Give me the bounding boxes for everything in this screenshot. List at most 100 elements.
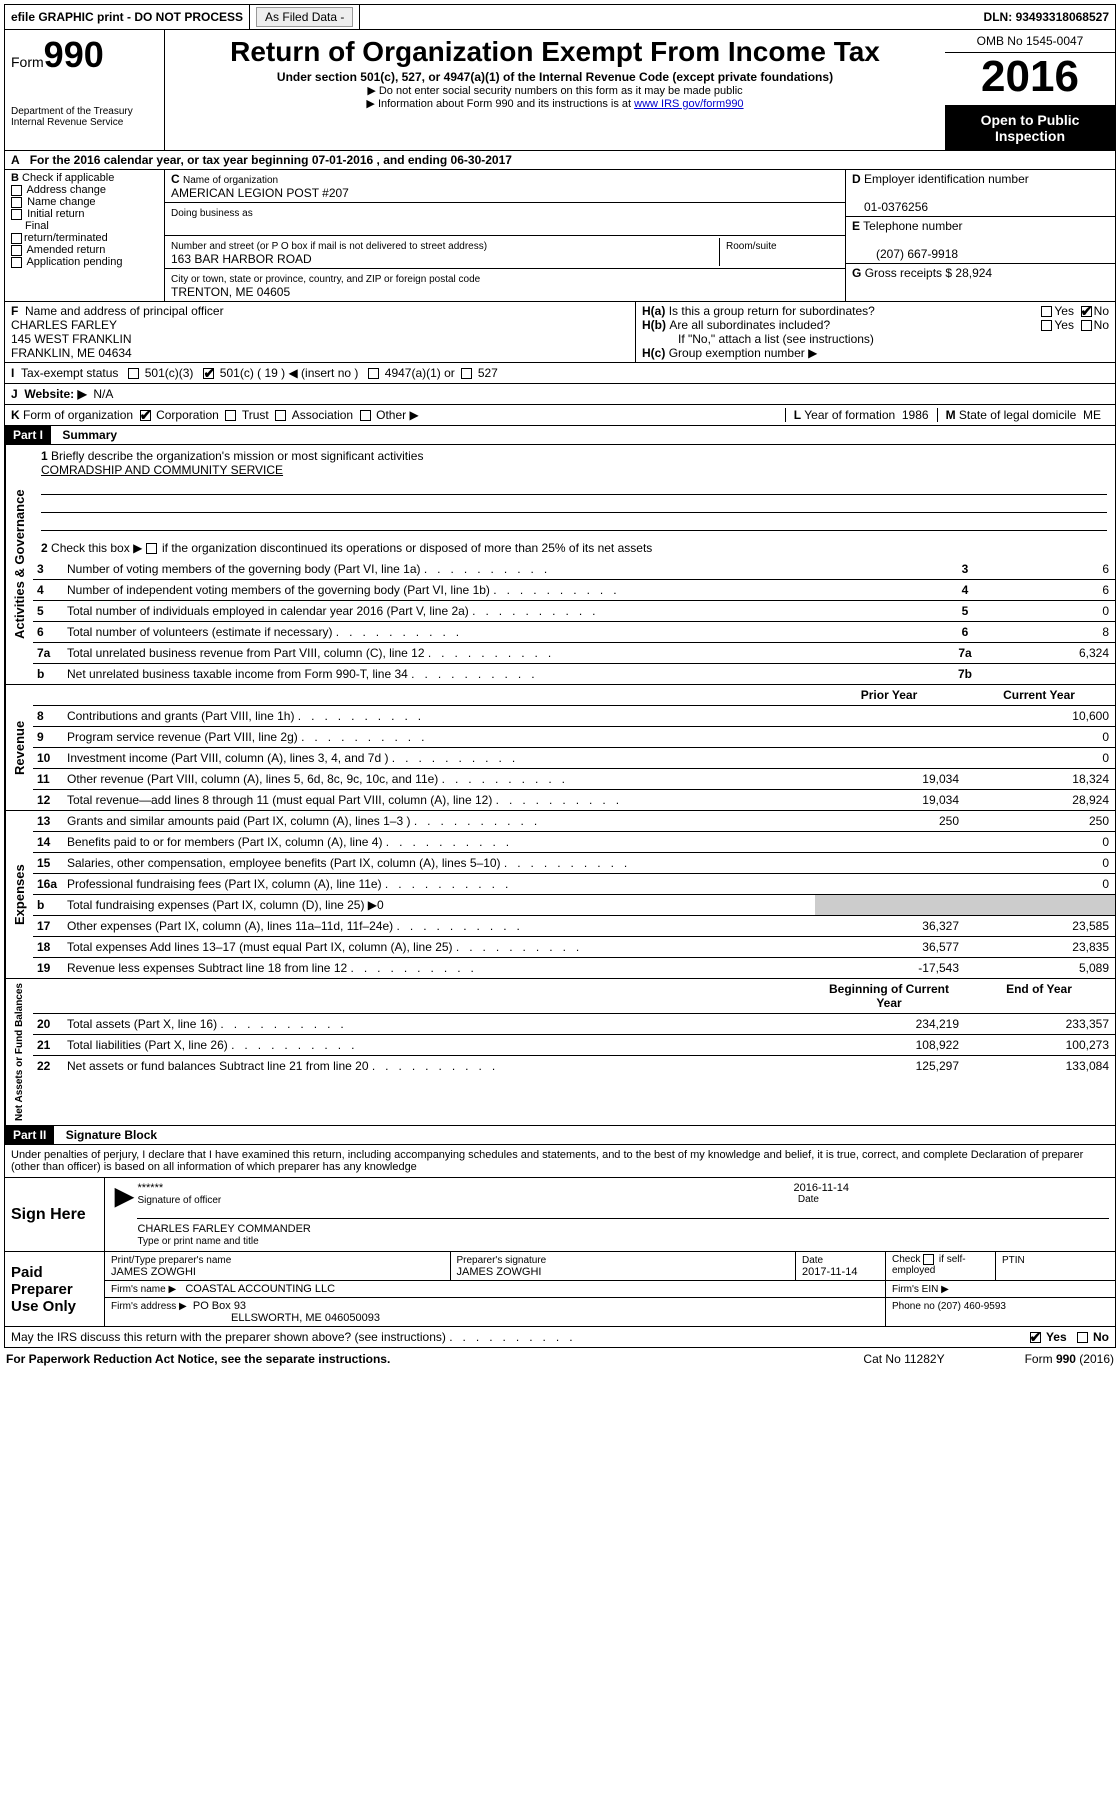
table-row: bNet unrelated business taxable income f… (33, 664, 1115, 685)
row-i: I Tax-exempt status 501(c)(3) 501(c) ( 1… (4, 363, 1116, 384)
netassets-section: Net Assets or Fund Balances Beginning of… (4, 979, 1116, 1126)
checkbox-icon[interactable] (11, 185, 22, 196)
revenue-table: Prior Year Current Year 8Contributions a… (33, 685, 1115, 810)
table-row: bTotal fundraising expenses (Part IX, co… (33, 895, 1115, 916)
checkbox-icon[interactable] (11, 197, 22, 208)
checkbox-icon[interactable] (360, 410, 371, 421)
firm-phone: Phone no (207) 460-9593 (892, 1301, 1006, 1312)
mission-text: COMRADSHIP AND COMMUNITY SERVICE (41, 463, 283, 477)
checkbox-icon[interactable] (1081, 306, 1092, 317)
table-row: 12Total revenue—add lines 8 through 11 (… (33, 790, 1115, 811)
sign-here-block: Sign Here ▶ ****** 2016-11-14 Signature … (4, 1178, 1116, 1252)
paid-preparer-block: Paid Preparer Use Only Print/Type prepar… (4, 1252, 1116, 1327)
table-row: 10Investment income (Part VIII, column (… (33, 748, 1115, 769)
checkbox-icon[interactable] (11, 245, 22, 256)
table-row: 21Total liabilities (Part X, line 26)108… (33, 1035, 1115, 1056)
vtab-netassets: Net Assets or Fund Balances (5, 979, 33, 1125)
expenses-section: Expenses 13Grants and similar amounts pa… (4, 811, 1116, 979)
org-name: AMERICAN LEGION POST #207 (171, 186, 349, 200)
row-j: J Website: ▶ N/A (4, 384, 1116, 405)
table-row: 17Other expenses (Part IX, column (A), l… (33, 916, 1115, 937)
checkbox-icon[interactable] (923, 1254, 934, 1265)
phone: (207) 667-9918 (852, 247, 958, 261)
part-ii-header: Part II Signature Block (4, 1126, 1116, 1145)
activities-governance: Activities & Governance 1 Briefly descri… (4, 445, 1116, 685)
officer-sign-date: 2016-11-14 (794, 1182, 1109, 1194)
governance-table: 3Number of voting members of the governi… (33, 559, 1115, 684)
tax-year: 2016 (945, 53, 1115, 106)
expenses-table: 13Grants and similar amounts paid (Part … (33, 811, 1115, 978)
table-row: 9Program service revenue (Part VIII, lin… (33, 727, 1115, 748)
table-row: 19Revenue less expenses Subtract line 18… (33, 958, 1115, 979)
efile-header: efile GRAPHIC print - DO NOT PROCESS As … (4, 4, 1116, 30)
checkbox-icon[interactable] (1041, 306, 1052, 317)
checkbox-icon[interactable] (11, 233, 22, 244)
vtab-expenses: Expenses (5, 811, 33, 978)
firm-name: COASTAL ACCOUNTING LLC (185, 1283, 335, 1295)
section-b: B Check if applicable Address change Nam… (5, 170, 165, 301)
table-row: 6Total number of volunteers (estimate if… (33, 622, 1115, 643)
section-d-g: D Employer identification number 01-0376… (845, 170, 1115, 301)
checkbox-icon[interactable] (1081, 320, 1092, 331)
table-row: 4Number of independent voting members of… (33, 580, 1115, 601)
org-address: 163 BAR HARBOR ROAD (171, 252, 312, 266)
section-h: H(a) Is this a group return for subordin… (635, 302, 1115, 362)
table-row: 8Contributions and grants (Part VIII, li… (33, 706, 1115, 727)
checkbox-icon[interactable] (203, 368, 214, 379)
page-footer: For Paperwork Reduction Act Notice, see … (4, 1348, 1116, 1370)
preparer-date: 2017-11-14 (802, 1266, 857, 1278)
checkbox-icon[interactable] (11, 257, 22, 268)
checkbox-icon[interactable] (11, 209, 22, 220)
row-klm: K Form of organization Corporation Trust… (4, 405, 1116, 426)
form-title-center: Return of Organization Exempt From Incom… (165, 30, 945, 150)
perjury-statement: Under penalties of perjury, I declare th… (4, 1145, 1116, 1178)
officer-name: CHARLES FARLEY (11, 318, 117, 332)
row-a: A For the 2016 calendar year, or tax yea… (4, 151, 1116, 170)
table-row: 18Total expenses Add lines 13–17 (must e… (33, 937, 1115, 958)
omb-number: OMB No 1545-0047 (945, 30, 1115, 53)
checkbox-icon[interactable] (1077, 1332, 1088, 1343)
dept-treasury: Department of the Treasury (11, 106, 158, 117)
table-row: 5Total number of individuals employed in… (33, 601, 1115, 622)
form-left: Form990 Department of the Treasury Inter… (5, 30, 165, 150)
website: N/A (93, 387, 113, 401)
checkbox-icon[interactable] (368, 368, 379, 379)
checkbox-icon[interactable] (140, 410, 151, 421)
checkbox-icon[interactable] (1030, 1332, 1041, 1343)
netassets-table: Beginning of Current Year End of Year 20… (33, 979, 1115, 1076)
title-block: Form990 Department of the Treasury Inter… (4, 30, 1116, 151)
part-i-header: Part I Summary (4, 426, 1116, 445)
ein: 01-0376256 (852, 200, 928, 214)
as-filed-button[interactable]: As Filed Data - (256, 7, 353, 27)
arrow-icon: ▶ (111, 1182, 137, 1247)
sign-here-label: Sign Here (5, 1178, 105, 1251)
gross-receipts: 28,924 (955, 266, 992, 280)
revenue-section: Revenue Prior Year Current Year 8Contrib… (4, 685, 1116, 811)
paid-preparer-label: Paid Preparer Use Only (5, 1252, 105, 1326)
officer-block: F Name and address of principal officer … (4, 302, 1116, 363)
checkbox-icon[interactable] (275, 410, 286, 421)
preparer-name: JAMES ZOWGHI (111, 1266, 196, 1278)
table-row: 22Net assets or fund balances Subtract l… (33, 1056, 1115, 1077)
org-city: TRENTON, ME 04605 (171, 285, 290, 299)
vtab-governance: Activities & Governance (5, 445, 33, 684)
table-row: 7aTotal unrelated business revenue from … (33, 643, 1115, 664)
table-row: 16aProfessional fundraising fees (Part I… (33, 874, 1115, 895)
section-f: F Name and address of principal officer … (5, 302, 635, 362)
checkbox-icon[interactable] (461, 368, 472, 379)
discuss-row: May the IRS discuss this return with the… (4, 1327, 1116, 1348)
vtab-revenue: Revenue (5, 685, 33, 810)
table-row: 20Total assets (Part X, line 16)234,2192… (33, 1014, 1115, 1035)
inspection-badge: Open to Public Inspection (945, 106, 1115, 150)
checkbox-icon[interactable] (225, 410, 236, 421)
form-right: OMB No 1545-0047 2016 Open to Public Ins… (945, 30, 1115, 150)
checkbox-icon[interactable] (1041, 320, 1052, 331)
irs-link[interactable]: www IRS gov/form990 (634, 98, 743, 110)
table-row: 3Number of voting members of the governi… (33, 559, 1115, 580)
checkbox-icon[interactable] (146, 543, 157, 554)
table-row: 15Salaries, other compensation, employee… (33, 853, 1115, 874)
table-row: 11Other revenue (Part VIII, column (A), … (33, 769, 1115, 790)
table-row: 13Grants and similar amounts paid (Part … (33, 811, 1115, 832)
table-row: 14Benefits paid to or for members (Part … (33, 832, 1115, 853)
checkbox-icon[interactable] (128, 368, 139, 379)
